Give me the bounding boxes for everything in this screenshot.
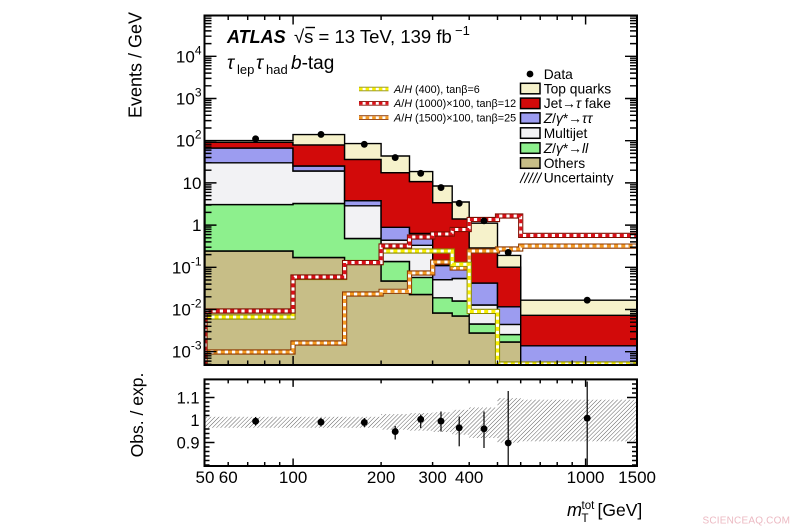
svg-text:300: 300	[418, 468, 446, 487]
svg-text:10: 10	[183, 174, 202, 193]
svg-text:10: 10	[172, 301, 191, 320]
svg-text:10: 10	[176, 132, 195, 151]
svg-text:10: 10	[176, 90, 195, 109]
svg-text:A/H (1000)×100, tanβ=12: A/H (1000)×100, tanβ=12	[393, 98, 516, 110]
svg-text:√s = 13 TeV, 139 fb: √s = 13 TeV, 139 fb	[294, 26, 452, 47]
svg-text:Jet→τ fake: Jet→τ fake	[544, 96, 612, 111]
svg-text:τ: τ	[227, 53, 236, 74]
svg-text:-2: -2	[191, 297, 202, 311]
svg-text:Z/γ*→ll: Z/γ*→ll	[543, 141, 589, 156]
svg-text:1000: 1000	[567, 468, 605, 487]
svg-text:Top quarks: Top quarks	[544, 81, 612, 96]
svg-text:1: 1	[190, 412, 199, 430]
svg-text:Others: Others	[544, 156, 586, 171]
svg-text:100: 100	[279, 468, 307, 487]
svg-text:10: 10	[172, 258, 191, 277]
svg-text:−1: −1	[455, 23, 470, 38]
svg-text:lep: lep	[237, 62, 254, 77]
svg-text:10: 10	[176, 47, 195, 66]
svg-text:T: T	[582, 513, 589, 525]
svg-text:200: 200	[367, 468, 395, 487]
svg-text:A/H (1500)×100, tanβ=25: A/H (1500)×100, tanβ=25	[393, 112, 516, 124]
svg-text:-3: -3	[191, 339, 202, 353]
svg-text:[GeV]: [GeV]	[598, 500, 643, 520]
svg-text:3: 3	[195, 86, 202, 100]
svg-text:10: 10	[172, 343, 191, 362]
svg-text:50: 50	[196, 468, 215, 487]
svg-text:m: m	[567, 500, 582, 520]
svg-text:tot: tot	[582, 500, 596, 512]
svg-text:Obs. / exp.: Obs. / exp.	[127, 373, 147, 458]
svg-text:Events / GeV: Events / GeV	[126, 12, 146, 118]
svg-text:τ: τ	[256, 53, 265, 74]
svg-text:1500: 1500	[618, 468, 656, 487]
svg-text:1: 1	[192, 216, 201, 235]
svg-text:1.1: 1.1	[177, 389, 200, 407]
svg-text:0.9: 0.9	[177, 434, 200, 452]
svg-text:2: 2	[195, 128, 202, 142]
svg-text:Data: Data	[544, 67, 573, 82]
svg-text:A/H (400), tanβ=6: A/H (400), tanβ=6	[393, 84, 480, 96]
svg-text:Multijet: Multijet	[544, 126, 588, 141]
svg-text:4: 4	[195, 43, 202, 57]
svg-text:Z/γ*→ττ: Z/γ*→ττ	[543, 111, 594, 126]
svg-text:SCIENCEAQ.COM: SCIENCEAQ.COM	[703, 516, 791, 527]
svg-text:60: 60	[219, 468, 238, 487]
svg-text:b-tag: b-tag	[291, 53, 334, 74]
svg-text:ATLAS: ATLAS	[226, 27, 286, 47]
svg-text:400: 400	[455, 468, 483, 487]
svg-text:Uncertainty: Uncertainty	[544, 170, 614, 185]
svg-text:had: had	[266, 62, 288, 77]
svg-text:-1: -1	[191, 254, 202, 268]
